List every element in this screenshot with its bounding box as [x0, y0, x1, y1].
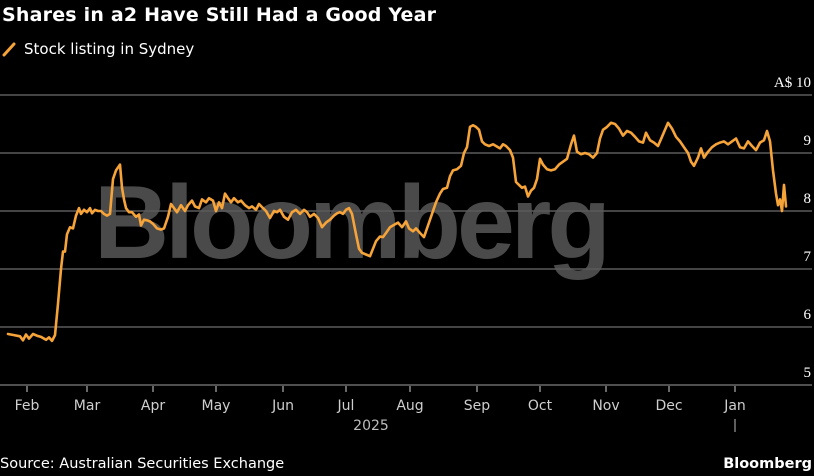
gridlines: [0, 94, 812, 386]
y-tick-label: 6: [804, 307, 812, 323]
x-tick-label: Dec: [655, 398, 682, 414]
x-tick-label: Jan: [723, 398, 746, 414]
x-tick-label: Aug: [396, 398, 423, 414]
watermark-text: Bloomberg: [94, 165, 607, 281]
y-tick-label: 5: [804, 365, 812, 381]
x-tick-label: Sep: [464, 398, 491, 414]
x-tick-label: Jun: [271, 398, 294, 414]
y-tick-label: 9: [804, 133, 812, 149]
legend-label: Stock listing in Sydney: [24, 40, 195, 58]
y-tick-label: 7: [804, 249, 812, 265]
x-tick-label: Mar: [74, 398, 101, 414]
year-label: 2025: [353, 418, 389, 434]
chart-title: Shares in a2 Have Still Had a Good Year: [2, 4, 437, 26]
x-tick-label: Nov: [592, 398, 619, 414]
bloomberg-logo: Bloomberg: [723, 456, 812, 472]
source-note: Source: Australian Securities Exchange: [0, 456, 285, 472]
legend-line-icon: [2, 42, 16, 57]
x-tick-label: Oct: [528, 398, 553, 414]
bloomberg-watermark: Bloomberg: [94, 165, 611, 281]
price-line: [6, 121, 788, 343]
y-tick-label: 8: [804, 191, 812, 207]
x-tick-label: May: [202, 398, 231, 414]
x-axis: Feb Mar Apr May Jun Jul Aug Sep Oct Nov Dec Jan 2025: [15, 386, 746, 434]
x-tick-label: Apr: [141, 398, 165, 414]
legend: Stock listing in Sydney: [2, 40, 194, 58]
y-axis-labels: A$ 10 9 8 7 6 5: [774, 75, 812, 381]
x-tick-label: Jul: [337, 398, 355, 414]
x-tick-label: Feb: [15, 398, 40, 414]
y-tick-label: A$ 10: [774, 75, 811, 91]
